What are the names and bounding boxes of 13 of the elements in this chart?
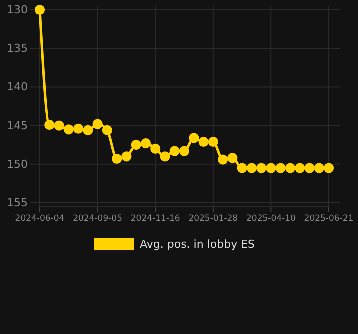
y-tick-label: 145 bbox=[7, 119, 28, 132]
y-tick-label: 130 bbox=[7, 4, 28, 17]
x-tick-label: 2025-01-28 bbox=[188, 214, 238, 224]
x-tick-label: 2025-04-10 bbox=[246, 214, 296, 224]
legend-label: Avg. pos. in lobby ES bbox=[140, 238, 256, 251]
x-tick-label: 2025-06-21 bbox=[304, 214, 354, 224]
y-tick-label: 155 bbox=[7, 196, 28, 210]
y-tick-label: 150 bbox=[7, 158, 28, 171]
y-tick-label: 140 bbox=[7, 80, 28, 94]
y-tick-label: 135 bbox=[7, 42, 28, 56]
x-tick-label: 2024-09-05 bbox=[73, 214, 123, 224]
x-tick-label: 2024-11-16 bbox=[130, 214, 180, 224]
x-tick-label: 2024-06-04 bbox=[15, 214, 65, 224]
